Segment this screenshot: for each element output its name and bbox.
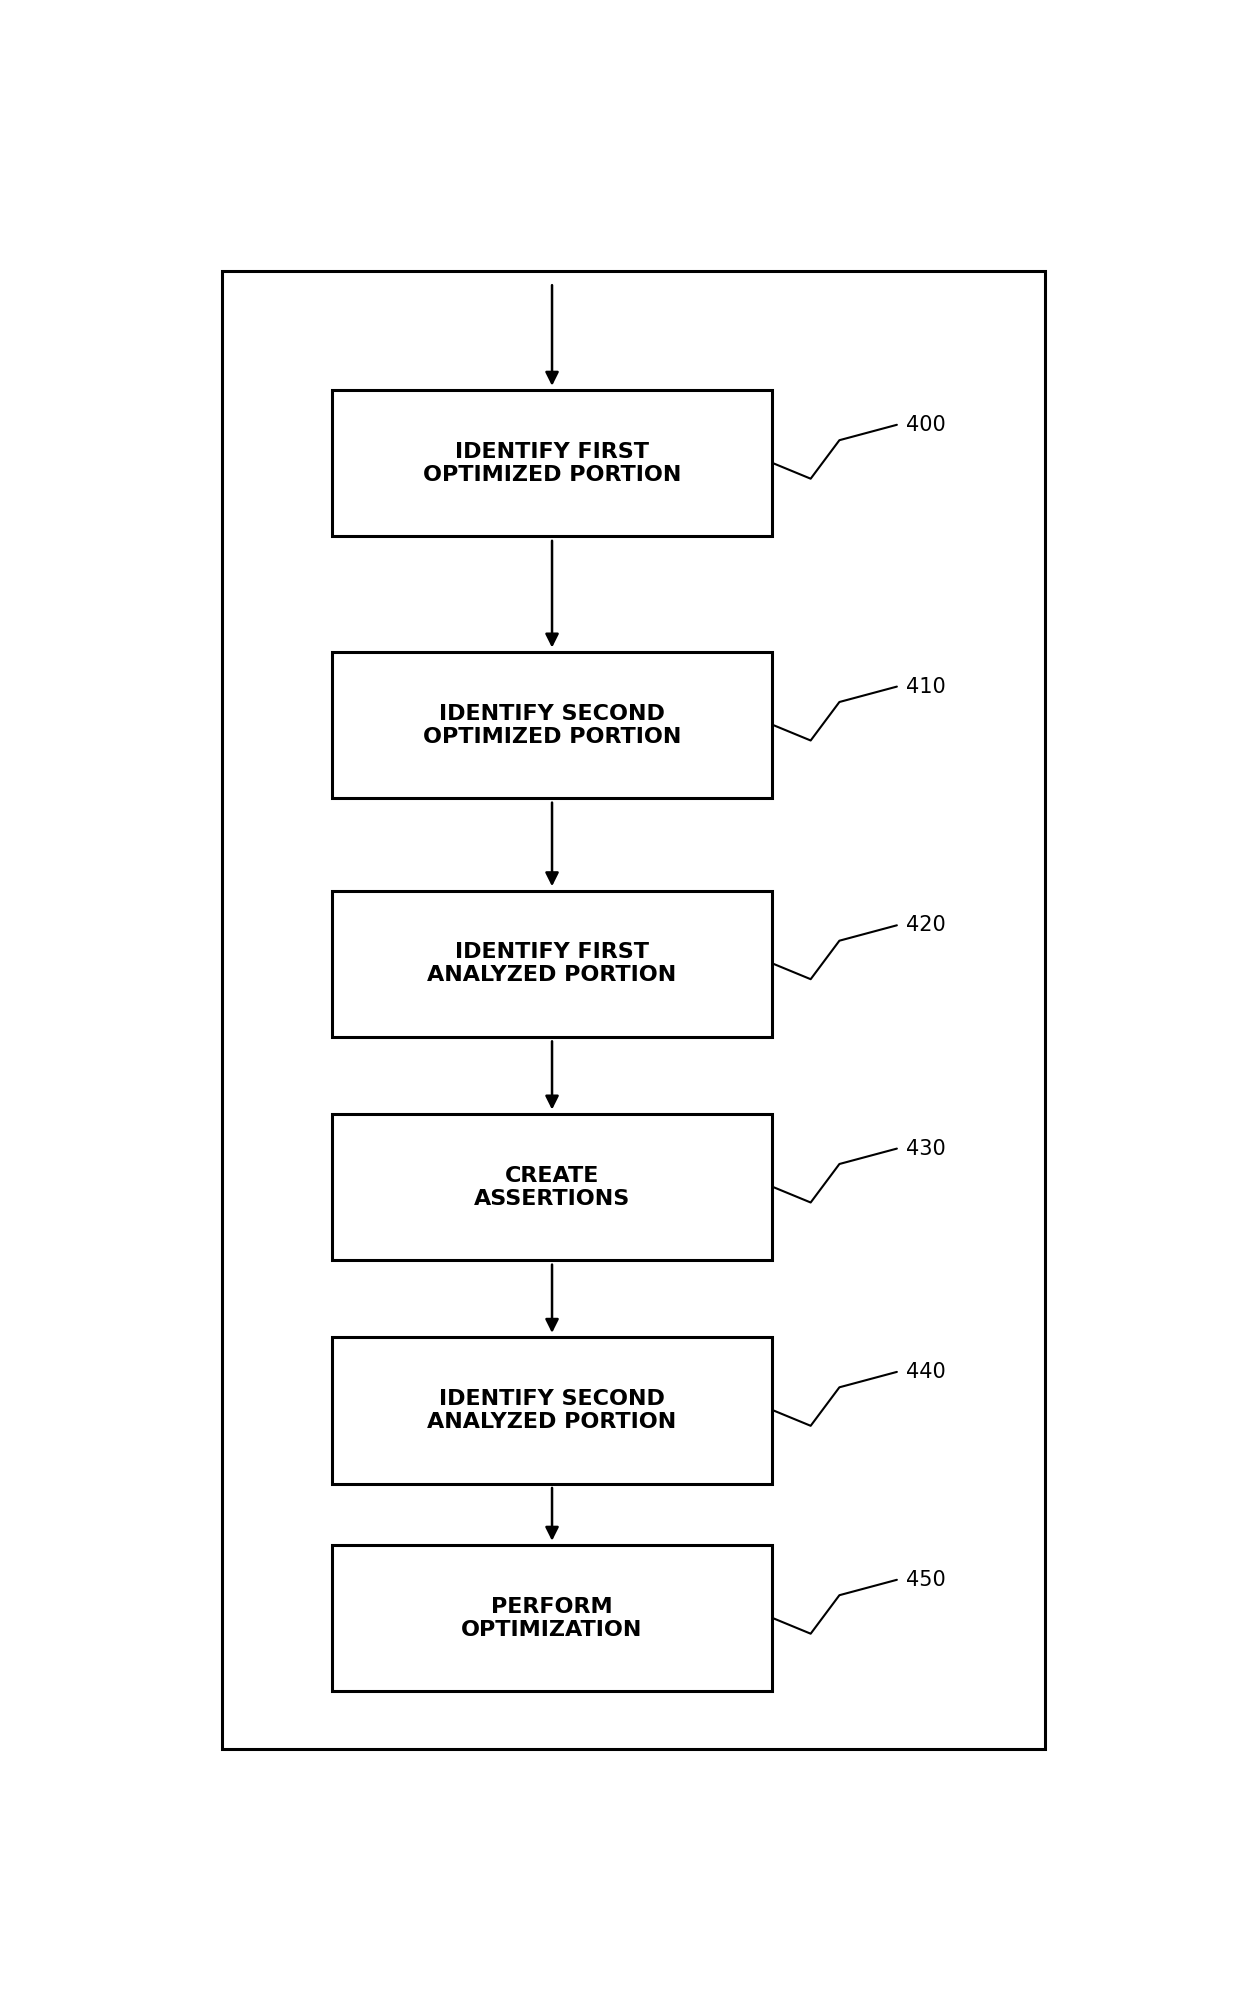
Bar [331, 390, 772, 536]
Bar [331, 652, 772, 798]
Bar [331, 890, 772, 1036]
Text: IDENTIFY SECOND
ANALYZED PORTION: IDENTIFY SECOND ANALYZED PORTION [428, 1388, 676, 1432]
Bar [331, 1338, 772, 1484]
Text: PERFORM
OPTIMIZATION: PERFORM OPTIMIZATION [461, 1596, 643, 1640]
Bar [331, 1546, 772, 1692]
Text: 400: 400 [906, 414, 947, 434]
Text: IDENTIFY SECOND
OPTIMIZED PORTION: IDENTIFY SECOND OPTIMIZED PORTION [423, 704, 681, 746]
Bar [221, 270, 1046, 1750]
Text: 410: 410 [906, 676, 947, 696]
Text: IDENTIFY FIRST
ANALYZED PORTION: IDENTIFY FIRST ANALYZED PORTION [428, 942, 676, 986]
Text: 430: 430 [906, 1138, 947, 1158]
Text: 420: 420 [906, 916, 947, 936]
Bar [331, 1114, 772, 1260]
Text: CREATE
ASSERTIONS: CREATE ASSERTIONS [473, 1166, 630, 1208]
Text: IDENTIFY FIRST
OPTIMIZED PORTION: IDENTIFY FIRST OPTIMIZED PORTION [423, 442, 681, 484]
Text: 440: 440 [906, 1362, 947, 1382]
Text: 450: 450 [906, 1570, 947, 1590]
